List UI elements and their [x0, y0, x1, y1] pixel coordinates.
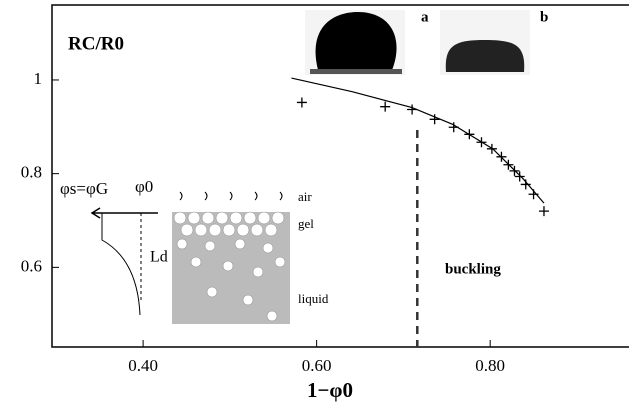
y-tick-label: 1: [34, 69, 43, 88]
x-tick-label: 0.60: [302, 356, 332, 375]
data-point: [296, 97, 307, 108]
inset-label: air: [298, 189, 312, 204]
y-tick-label: 0.8: [21, 163, 42, 182]
x-tick-label: 0.40: [128, 356, 158, 375]
inset-label: φ0: [135, 177, 153, 196]
data-point: [538, 206, 549, 217]
axes-frame: [51, 4, 629, 348]
annotation: buckling: [445, 261, 501, 277]
inset-label: gel: [298, 216, 314, 231]
x-tick-label: 0.80: [475, 356, 505, 375]
inset-label: liquid: [298, 291, 329, 306]
x-axis-label: 1−φ0: [307, 378, 353, 402]
y-axis-label: RC/R0: [68, 33, 124, 54]
inset-label: Ld: [150, 249, 168, 266]
inset-label: φs=φG: [60, 179, 108, 198]
photo-a: [305, 10, 405, 75]
data-point: [380, 101, 391, 112]
data-point: [429, 114, 440, 125]
annotation: b: [540, 9, 548, 25]
model-curve: [291, 77, 545, 204]
inset: φs=φG φ0 air gel Ld liquid: [60, 177, 329, 324]
annotation: a: [421, 9, 429, 25]
y-tick-label: 0.6: [21, 256, 42, 275]
photo-b: [440, 10, 530, 75]
data-point: [514, 171, 525, 182]
